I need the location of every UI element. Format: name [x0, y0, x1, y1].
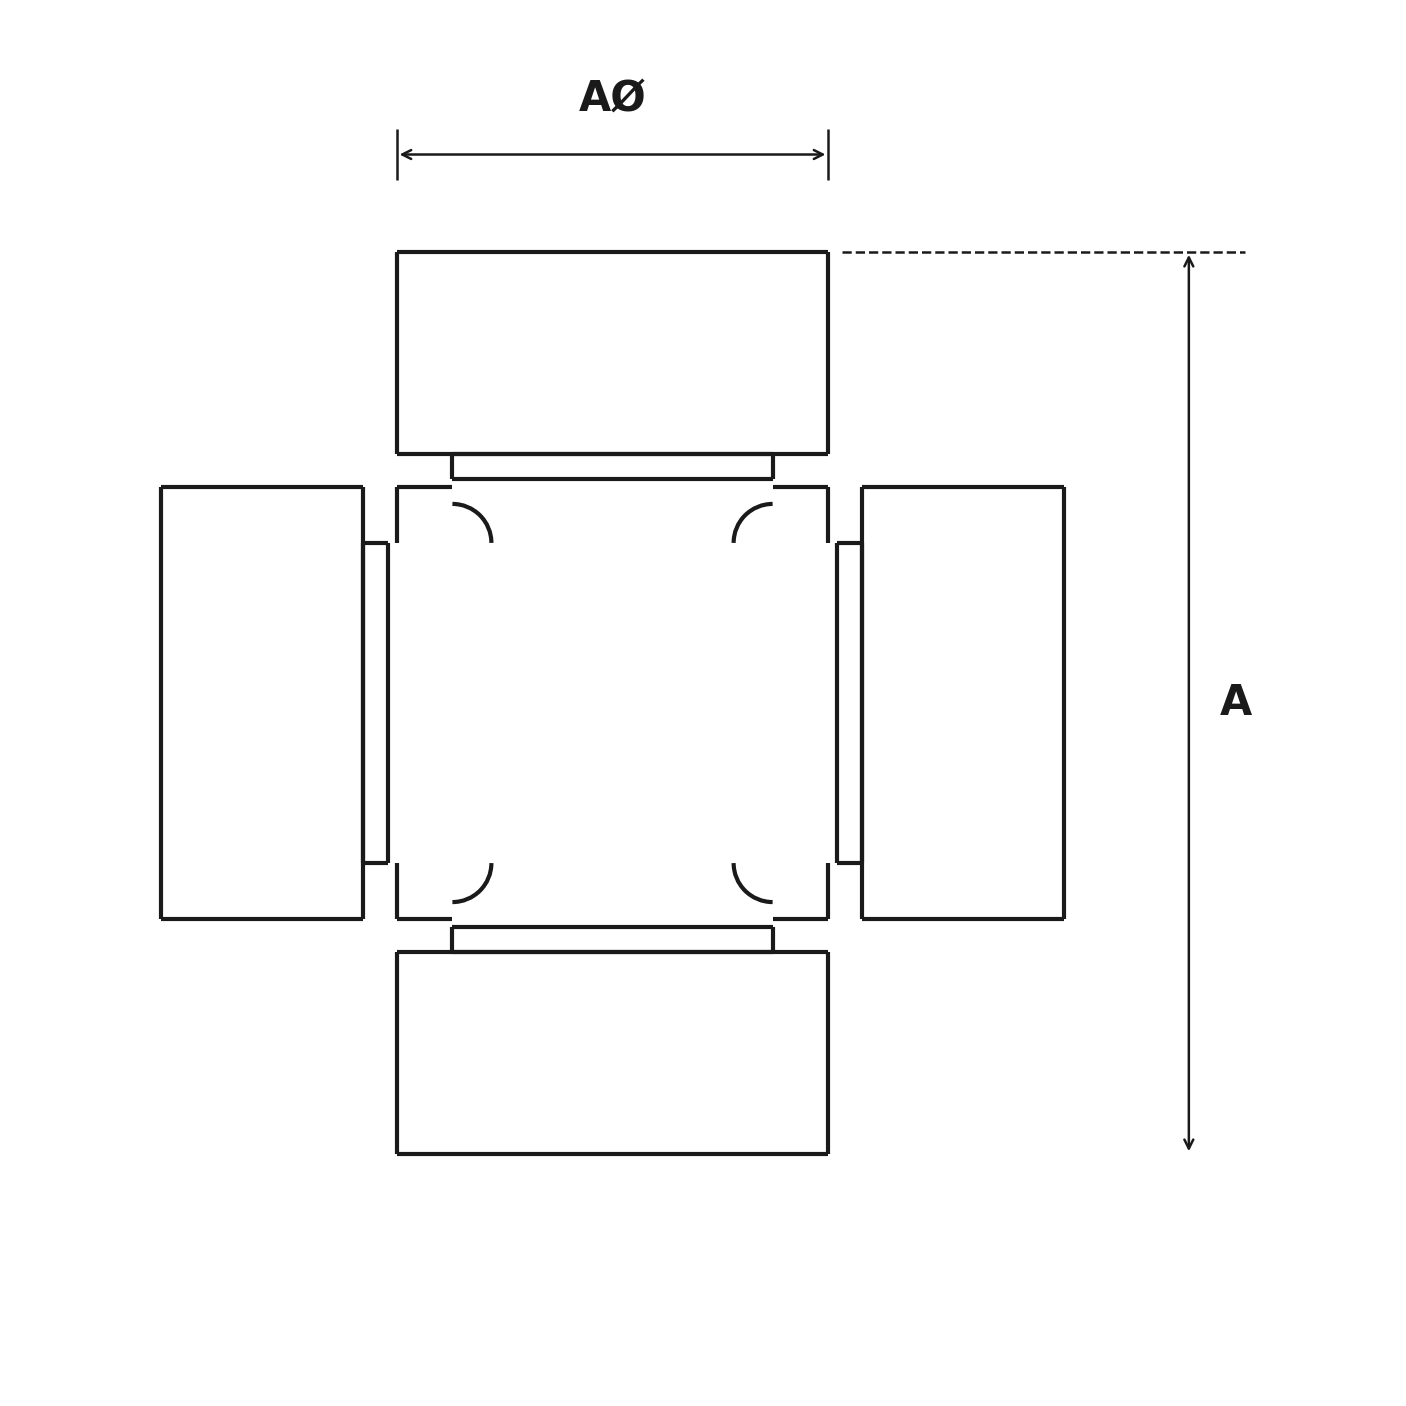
Text: AØ: AØ — [579, 77, 647, 120]
Text: A: A — [1219, 682, 1251, 724]
